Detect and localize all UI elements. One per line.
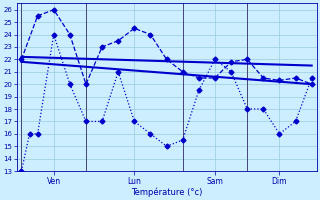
- X-axis label: Température (°c): Température (°c): [131, 187, 202, 197]
